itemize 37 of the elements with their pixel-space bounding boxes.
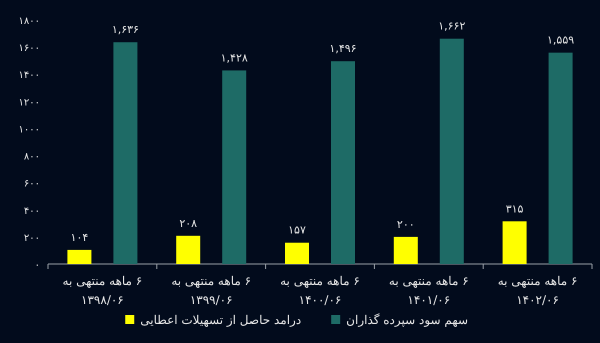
y-tick-label: ۰	[34, 260, 40, 271]
bar	[176, 236, 200, 264]
y-tick-label: ۶۰۰	[24, 178, 40, 190]
y-tick-label: ۱۰۰۰	[18, 124, 40, 136]
data-label: ۱,۶۶۲	[438, 20, 466, 33]
y-tick-label: ۸۰۰	[24, 152, 40, 163]
bar	[67, 250, 92, 264]
data-label: ۱۵۷	[288, 224, 306, 237]
y-tick-label: ۱۲۰۰	[18, 97, 40, 108]
bar	[222, 70, 246, 264]
data-label: ۲۰۰	[396, 218, 415, 231]
x-tick-label: ۶ ماهه منتهی به ۱۳۹۹/۰۶	[170, 273, 252, 309]
bar	[394, 236, 418, 264]
bar	[113, 42, 138, 264]
y-tick-label: ۱۴۰۰	[18, 70, 40, 82]
data-label: ۲۰۸	[179, 216, 198, 230]
legend-label: سهم سود سپرده گذاران	[346, 313, 468, 327]
y-tick-label: ۱۸۰۰	[18, 16, 40, 27]
data-label: ۱,۵۵۹	[547, 34, 574, 47]
data-label: ۱۰۴	[70, 230, 88, 244]
bar	[331, 61, 355, 264]
x-tick-label: ۶ ماهه منتهی به ۱۳۹۸/۰۶	[62, 273, 144, 309]
data-label: ۳۱۵	[506, 202, 524, 216]
data-label: ۱,۶۳۶	[112, 23, 139, 36]
x-tick-label: ۶ ماهه منتهی به ۱۴۰۲/۰۶	[496, 273, 578, 309]
x-tick-label: ۶ ماهه منتهی به ۱۴۰۰/۰۶	[279, 273, 361, 309]
data-label: ۱,۴۹۶	[329, 42, 357, 56]
x-tick-label: ۶ ماهه منتهی به ۱۴۰۱/۰۶	[388, 273, 470, 309]
bar	[440, 38, 464, 264]
data-label: ۱,۴۲۸	[220, 51, 248, 64]
legend-label: درامد حاصل از تسهیلات اعطایی	[140, 313, 302, 327]
bar	[502, 221, 527, 264]
bar	[285, 242, 309, 264]
y-tick-label: ۴۰۰	[24, 206, 40, 217]
y-tick-label: ۱۶۰۰	[18, 43, 40, 54]
y-tick-label: ۲۰۰	[24, 232, 40, 244]
bar	[548, 52, 573, 264]
